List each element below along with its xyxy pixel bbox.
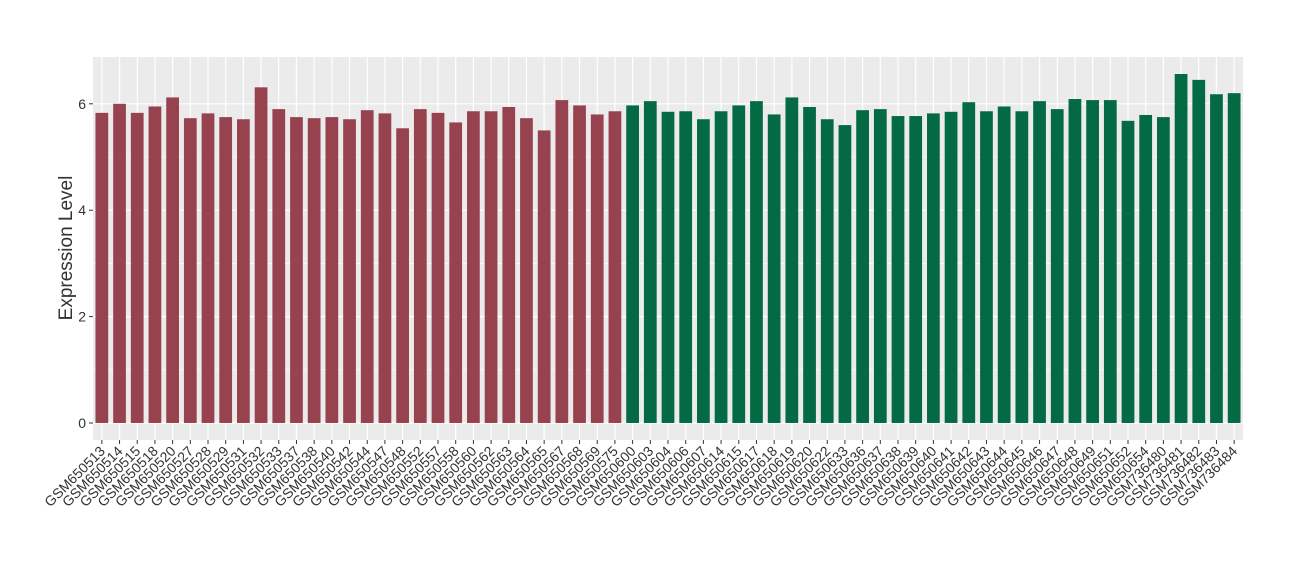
bar	[750, 101, 763, 423]
bar	[219, 117, 233, 423]
bar	[254, 87, 268, 423]
bar	[1121, 120, 1135, 423]
bar	[1086, 100, 1099, 423]
bar	[873, 109, 887, 423]
bar	[467, 111, 480, 423]
bar	[608, 111, 622, 423]
bar	[838, 125, 852, 423]
bar	[785, 97, 799, 423]
bar	[661, 111, 675, 423]
y-axis-title: Expression Level	[56, 176, 77, 321]
bar	[927, 113, 940, 423]
bar	[95, 112, 109, 423]
bar	[891, 116, 905, 423]
bar	[502, 107, 516, 423]
bar	[732, 105, 746, 423]
bar	[1015, 111, 1029, 423]
bar	[378, 113, 392, 423]
bar	[1227, 93, 1241, 423]
bar	[201, 113, 215, 423]
y-tick-label: 6	[78, 96, 86, 112]
bar	[643, 101, 657, 423]
bar	[413, 109, 427, 423]
bar	[909, 116, 923, 423]
bar	[626, 105, 639, 423]
y-tick-label: 4	[78, 202, 86, 218]
bar	[1033, 101, 1046, 423]
bar	[237, 119, 250, 423]
bar	[962, 102, 976, 423]
bar	[714, 111, 728, 423]
bar	[537, 130, 551, 423]
bar	[1192, 79, 1206, 423]
bar	[590, 114, 604, 423]
bar	[697, 119, 710, 423]
bar	[431, 112, 445, 423]
bar	[997, 106, 1011, 423]
bar	[360, 110, 374, 423]
bar	[449, 122, 463, 423]
bar	[325, 117, 339, 423]
bar	[130, 112, 144, 423]
bar	[1157, 117, 1170, 423]
bar	[767, 114, 781, 423]
bar	[148, 106, 162, 423]
bar	[803, 107, 816, 423]
bar	[113, 103, 126, 423]
bar	[307, 118, 321, 423]
bar	[166, 97, 179, 423]
bar	[1068, 99, 1082, 423]
y-tick-label: 0	[78, 415, 86, 431]
bar	[1174, 74, 1188, 423]
bar	[1139, 114, 1153, 423]
bar	[1050, 109, 1064, 423]
bar	[679, 111, 693, 423]
bar	[396, 128, 409, 423]
bar	[856, 110, 869, 423]
bar	[573, 105, 586, 423]
bar	[484, 111, 498, 423]
bar	[820, 119, 834, 423]
bar	[555, 100, 569, 423]
bar	[290, 117, 303, 423]
y-tick-label: 2	[78, 309, 86, 325]
bar	[343, 119, 356, 423]
bar	[944, 111, 958, 423]
bar	[1103, 100, 1117, 423]
bar	[520, 118, 533, 423]
bar	[980, 111, 993, 423]
bar	[1210, 94, 1223, 423]
bar	[272, 109, 286, 423]
bar	[183, 118, 197, 423]
